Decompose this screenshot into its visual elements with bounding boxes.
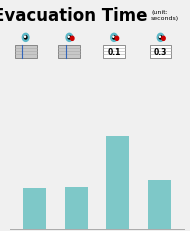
Text: Evacuation Time: Evacuation Time bbox=[0, 7, 148, 25]
Bar bbox=[148, 180, 171, 229]
Bar bbox=[23, 188, 46, 229]
Text: (unit:
seconds): (unit: seconds) bbox=[151, 10, 179, 21]
Bar bbox=[65, 188, 88, 229]
Text: 0.3: 0.3 bbox=[154, 48, 167, 56]
Bar bbox=[106, 136, 129, 229]
Text: 0.1: 0.1 bbox=[107, 48, 121, 56]
